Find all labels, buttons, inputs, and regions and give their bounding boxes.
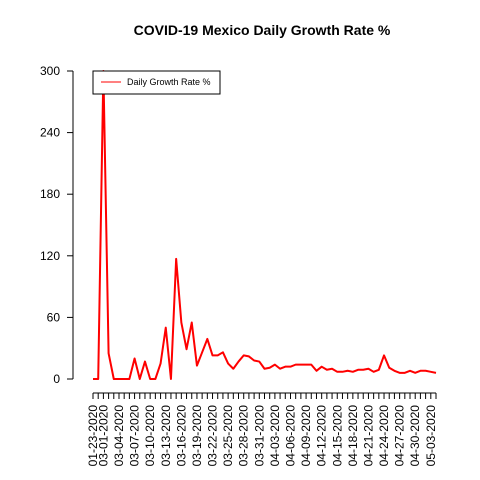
x-tick-label: 04-12-2020 — [315, 405, 329, 467]
y-tick-label: 180 — [40, 187, 60, 201]
x-tick-label: 03-19-2020 — [190, 405, 204, 467]
x-tick-label: 04-06-2020 — [283, 405, 297, 467]
x-tick-label: 03-07-2020 — [128, 405, 142, 467]
x-tick-label: 05-03-2020 — [424, 405, 438, 467]
x-tick-label: 04-24-2020 — [377, 405, 391, 467]
x-tick-label: 03-13-2020 — [159, 405, 173, 467]
x-tick-label: 04-18-2020 — [346, 405, 360, 467]
x-tick-label: 03-16-2020 — [174, 405, 188, 467]
series-group — [93, 70, 437, 380]
x-tick-label: 01-23-2020 — [86, 405, 100, 467]
x-tick-label: 03-10-2020 — [143, 405, 157, 467]
x-tick-label: 04-03-2020 — [268, 405, 282, 467]
x-tick-label: 04-09-2020 — [299, 405, 313, 467]
legend-label: Daily Growth Rate % — [127, 77, 211, 87]
x-tick-label: 03-31-2020 — [252, 405, 266, 467]
y-tick-label: 120 — [40, 249, 60, 263]
y-tick-label: 300 — [40, 64, 60, 78]
legend-box — [92, 70, 221, 95]
x-tick-label: 03-22-2020 — [206, 405, 220, 467]
chart-title: COVID-19 Mexico Daily Growth Rate % — [134, 22, 391, 38]
x-tick-label: 04-30-2020 — [408, 405, 422, 467]
x-tick-label: 03-28-2020 — [237, 405, 251, 467]
x-tick-label: 04-21-2020 — [361, 405, 375, 467]
x-tick-label: 04-27-2020 — [393, 405, 407, 467]
y-axis: 0 60 120 180 240 300 — [40, 64, 74, 386]
x-tick-label: 03-25-2020 — [221, 405, 235, 467]
series-line — [93, 70, 437, 380]
y-tick-label: 60 — [47, 310, 61, 324]
x-tick-label: 03-04-2020 — [112, 405, 126, 467]
x-tick-label: 04-15-2020 — [330, 405, 344, 467]
x-tick-label: 03-01-2020 — [96, 405, 110, 467]
y-tick-label: 0 — [53, 372, 60, 386]
y-tick-label: 240 — [40, 126, 60, 140]
legend: Daily Growth Rate % — [92, 70, 221, 95]
